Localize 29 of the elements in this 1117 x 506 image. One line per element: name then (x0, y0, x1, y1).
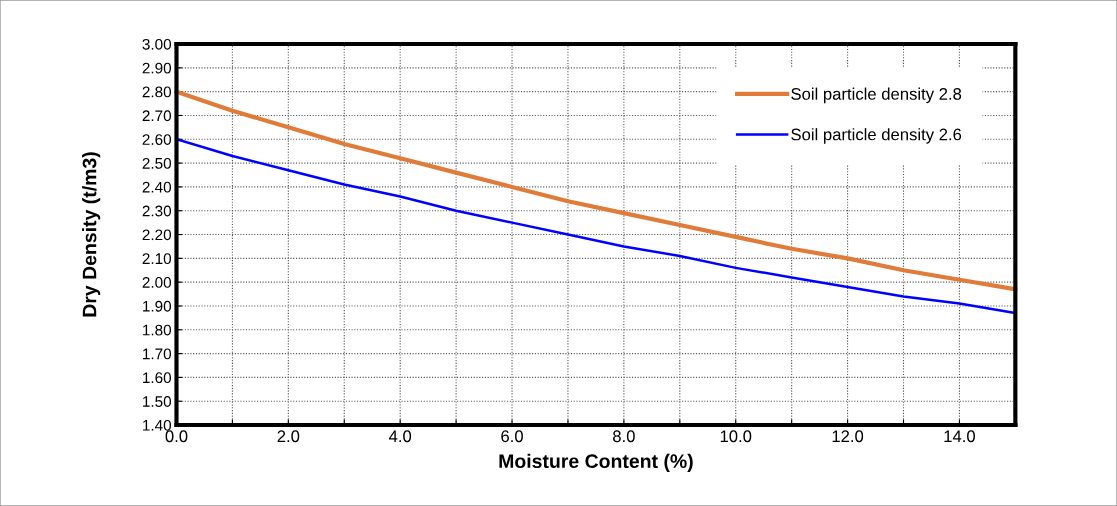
y-tick-label: 2.20 (142, 229, 172, 241)
y-tick-label: 2.30 (142, 205, 172, 217)
y-tick-label: 2.80 (142, 86, 172, 98)
x-tick-label: 0.0 (165, 430, 188, 443)
y-tick-label: 1.40 (143, 419, 172, 431)
legend-label: Soil particle density 2.8 (791, 87, 962, 104)
y-tick-label: 1.80 (143, 324, 172, 336)
y-tick-label: 2.50 (142, 157, 172, 169)
x-tick-label: 6.0 (501, 430, 523, 443)
x-tick-label: 4.0 (388, 430, 412, 443)
y-tick-label: 2.00 (142, 277, 172, 288)
y-tick-label: 2.70 (142, 110, 172, 122)
x-tick-label: 14.0 (944, 430, 975, 443)
y-tick-label: 2.60 (142, 134, 172, 145)
y-tick-label: 2.10 (142, 253, 172, 265)
y-tick-label: 2.90 (142, 62, 172, 74)
x-tick-label: 10.0 (720, 430, 752, 443)
y-tick-label: 1.60 (143, 372, 172, 384)
y-tick-label: 1.70 (143, 348, 172, 360)
y-tick-label: 2.40 (142, 181, 172, 193)
x-axis-title: Moisture Content (%) (499, 453, 693, 472)
y-tick-label: 1.50 (143, 396, 172, 407)
x-tick-label: 2.0 (277, 430, 300, 443)
y-tick-label: 3.00 (142, 38, 172, 50)
legend-label: Soil particle density 2.6 (791, 128, 962, 144)
y-tick-label: 1.90 (143, 300, 172, 312)
y-axis-title: Dry Density (t/m3) (82, 152, 101, 317)
x-tick-label: 8.0 (613, 430, 635, 443)
x-tick-label: 12.0 (832, 430, 864, 443)
